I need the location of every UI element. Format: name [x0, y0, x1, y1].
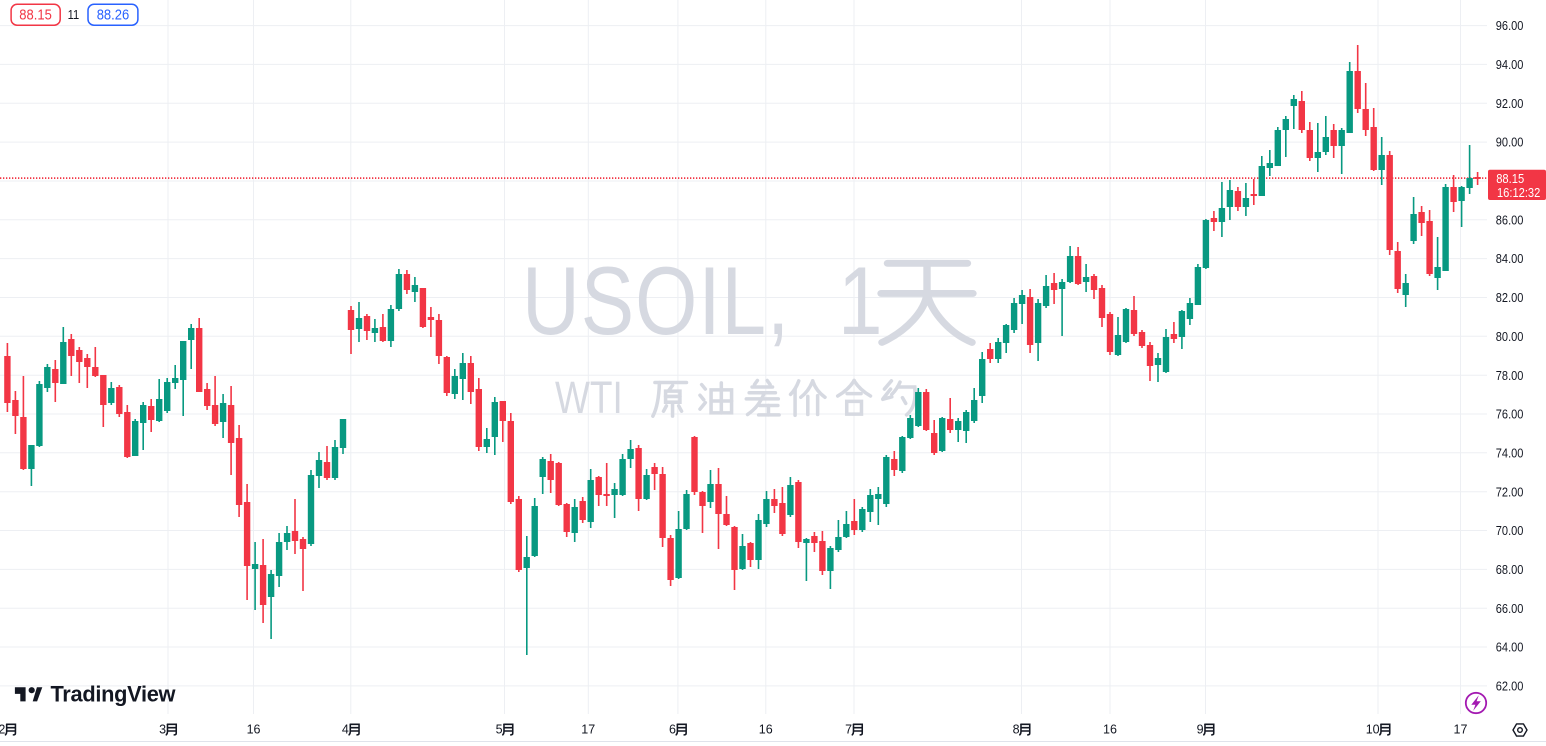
- svg-text:90.00: 90.00: [1496, 136, 1524, 150]
- svg-text:16: 16: [247, 723, 261, 737]
- svg-text:88.15: 88.15: [19, 8, 52, 24]
- svg-text:1: 1: [838, 247, 882, 355]
- svg-text:16: 16: [1103, 723, 1117, 737]
- svg-text:70.00: 70.00: [1496, 524, 1524, 538]
- svg-text:68.00: 68.00: [1496, 563, 1524, 577]
- svg-text:6: 6: [669, 723, 676, 737]
- svg-text:10: 10: [1366, 723, 1380, 737]
- svg-text:80.00: 80.00: [1496, 330, 1524, 344]
- svg-text:2: 2: [0, 723, 5, 737]
- svg-text:78.00: 78.00: [1496, 369, 1524, 383]
- svg-text:72.00: 72.00: [1496, 485, 1524, 499]
- svg-text:92.00: 92.00: [1496, 97, 1524, 111]
- svg-text:9: 9: [1197, 723, 1204, 737]
- svg-text:17: 17: [581, 723, 595, 737]
- svg-text:WTI: WTI: [555, 373, 623, 423]
- svg-text:88.26: 88.26: [97, 8, 130, 24]
- svg-text:3: 3: [159, 723, 166, 737]
- svg-text:5: 5: [496, 723, 503, 737]
- svg-text:17: 17: [1454, 723, 1468, 737]
- svg-text:76.00: 76.00: [1496, 408, 1524, 422]
- svg-text:USOIL,: USOIL,: [522, 247, 790, 355]
- svg-text:94.00: 94.00: [1496, 58, 1524, 72]
- svg-text:86.00: 86.00: [1496, 213, 1524, 227]
- svg-text:4: 4: [342, 723, 349, 737]
- svg-text:88.15: 88.15: [1496, 172, 1524, 186]
- svg-text:16: 16: [759, 723, 773, 737]
- svg-text:64.00: 64.00: [1496, 641, 1524, 655]
- svg-text:11: 11: [68, 7, 80, 22]
- svg-text:84.00: 84.00: [1496, 252, 1524, 266]
- svg-text:82.00: 82.00: [1496, 291, 1524, 305]
- svg-text:8: 8: [1013, 723, 1020, 737]
- svg-text:62.00: 62.00: [1496, 680, 1524, 694]
- svg-text:16:12:32: 16:12:32: [1497, 186, 1540, 200]
- svg-text:96.00: 96.00: [1496, 19, 1524, 33]
- svg-text:66.00: 66.00: [1496, 602, 1524, 616]
- svg-text:7: 7: [845, 723, 852, 737]
- svg-text:TradingView: TradingView: [51, 682, 176, 707]
- svg-text:74.00: 74.00: [1496, 446, 1524, 460]
